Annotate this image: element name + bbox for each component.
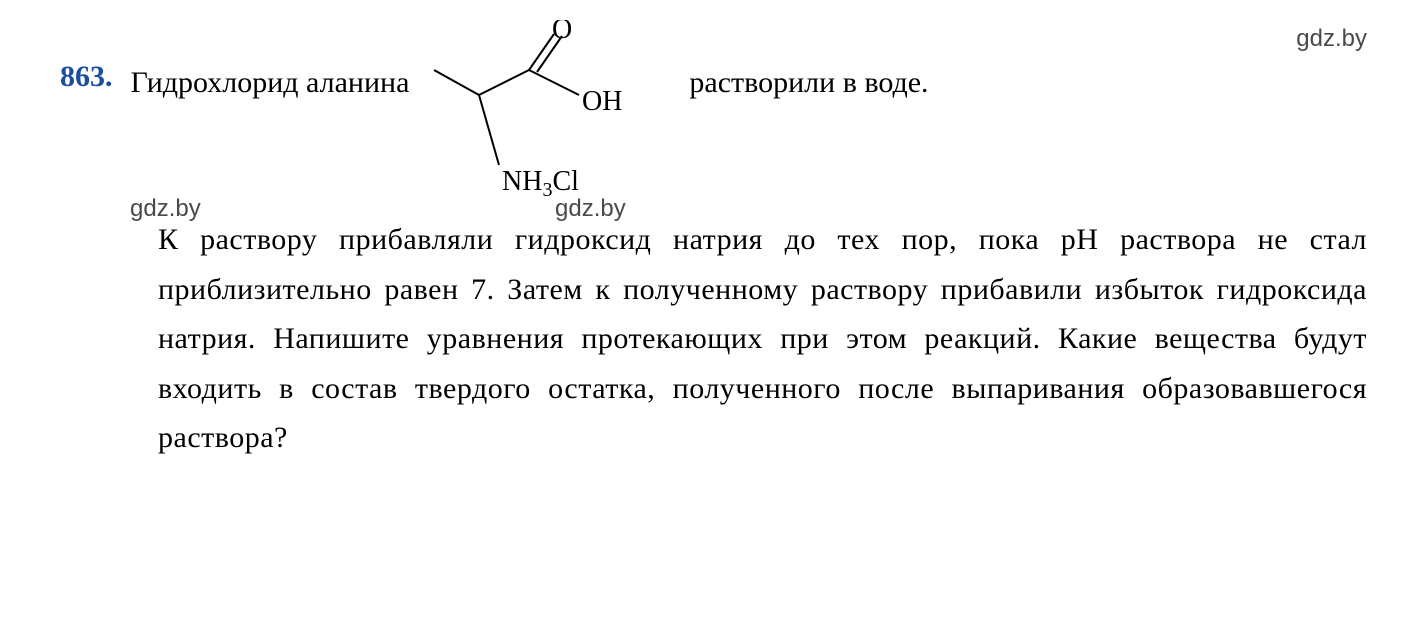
watermark-top-right: gdz.by bbox=[1296, 25, 1367, 53]
watermark-bottom-center: gdz.by bbox=[555, 195, 626, 223]
label-O: O bbox=[552, 20, 572, 45]
alanine-hydrochloride-icon: O OH NH3Cl bbox=[424, 20, 664, 210]
text-before-formula: Гидрохлорид аланина bbox=[131, 20, 410, 105]
label-OH: OH bbox=[582, 86, 622, 117]
problem-number: 863. bbox=[60, 60, 113, 93]
problem-container: 863. Гидрохлорид аланина O OH NH3Cl раст… bbox=[60, 20, 1367, 463]
first-line: 863. Гидрохлорид аланина O OH NH3Cl раст… bbox=[60, 20, 1367, 215]
main-problem-text: К раствору прибавляли гидроксид натрия д… bbox=[60, 215, 1367, 463]
bond-c-oh bbox=[529, 70, 579, 95]
number-wrapper: 863. bbox=[60, 20, 131, 94]
molecule-structure: O OH NH3Cl bbox=[424, 20, 664, 215]
watermark-bottom-left: gdz.by bbox=[130, 195, 201, 223]
bond-c-n bbox=[479, 95, 499, 165]
bond-ch bbox=[479, 70, 529, 95]
text-after-formula: растворили в воде. bbox=[679, 20, 928, 105]
bond-ch3 bbox=[434, 70, 479, 95]
